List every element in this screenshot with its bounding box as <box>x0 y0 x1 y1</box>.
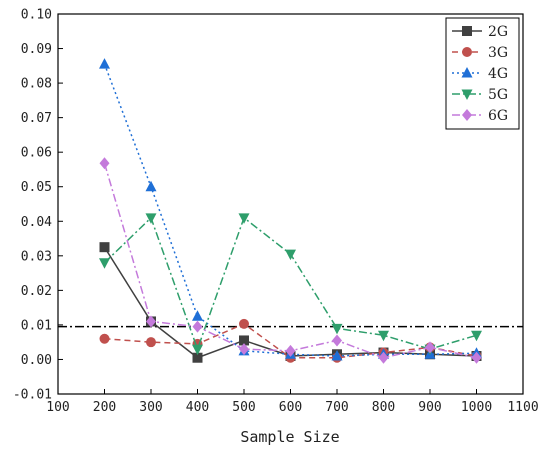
x-tick-label: 600 <box>279 400 302 415</box>
y-tick-label: 0.07 <box>21 111 52 126</box>
legend-label: 2G <box>488 24 508 40</box>
data-point-6G <box>425 341 435 354</box>
x-tick-label: 1000 <box>461 400 492 415</box>
x-tick-label: 500 <box>232 400 255 415</box>
y-tick-label: -0.01 <box>13 388 52 403</box>
data-point-5G <box>238 213 250 224</box>
y-tick-label: 0.06 <box>21 146 52 161</box>
data-point-6G <box>332 334 342 347</box>
data-point-5G <box>145 213 157 224</box>
data-point-3G <box>99 333 110 344</box>
x-tick-label: 300 <box>139 400 162 415</box>
data-point-6G <box>239 343 249 356</box>
legend-label: 4G <box>488 66 508 82</box>
data-point-3G <box>146 337 156 348</box>
y-axis-ticks: -0.01 0.00 0.01 0.02 0.03 0.04 0.05 0.06 0.07 0.0… <box>13 8 63 403</box>
data-point-5G <box>192 344 203 356</box>
data-point-6G <box>99 157 110 170</box>
legend-label: 3G <box>488 45 508 61</box>
x-tick-label: 900 <box>418 400 441 415</box>
data-point-5G <box>331 323 343 335</box>
y-tick-label: 0.10 <box>21 8 52 23</box>
y-tick-label: 0.00 <box>21 353 52 368</box>
data-point-6G <box>146 315 156 328</box>
legend-marker <box>462 26 472 36</box>
x-axis-ticks: 100 200 300 400 500 600 700 800 900 1000 1100 <box>46 389 539 415</box>
data-point-6G <box>285 344 296 357</box>
data-point-4G <box>331 350 343 361</box>
legend-marker <box>461 89 473 100</box>
y-tick-label: 0.08 <box>21 77 52 92</box>
legend-marker <box>462 47 472 57</box>
series-layer <box>99 58 482 364</box>
legend-item-2G: 2G <box>452 24 508 40</box>
x-tick-label: 100 <box>46 400 69 415</box>
data-point-2G <box>192 352 203 363</box>
data-point-3G <box>239 318 249 329</box>
y-tick-label: 0.09 <box>21 42 52 57</box>
data-point-5G <box>378 330 389 342</box>
data-point-5G <box>471 330 482 342</box>
y-tick-label: 0.03 <box>21 249 52 264</box>
legend: 2G 3G 4G 5G 6G <box>445 17 520 130</box>
data-point-6G <box>378 351 389 364</box>
legend-item-5G: 5G <box>452 87 508 103</box>
x-tick-label: 700 <box>325 400 348 415</box>
legend-marker <box>461 67 473 78</box>
data-point-6G <box>192 320 203 333</box>
x-tick-label: 1100 <box>507 400 538 415</box>
data-point-6G <box>471 351 482 364</box>
series-6G <box>99 157 482 364</box>
data-point-4G <box>145 180 157 192</box>
x-tick-label: 400 <box>186 400 209 415</box>
y-tick-label: 0.04 <box>21 215 52 230</box>
y-tick-label: 0.02 <box>21 284 52 299</box>
y-tick-label: 0.01 <box>21 318 52 333</box>
legend-marker <box>462 109 472 121</box>
data-point-5G <box>285 249 296 261</box>
y-tick-label: 0.05 <box>21 180 52 195</box>
legend-label: 5G <box>488 87 508 103</box>
data-point-4G <box>99 58 110 69</box>
legend-item-4G: 4G <box>452 66 508 82</box>
data-point-2G <box>239 335 249 346</box>
x-axis-title: Sample Size <box>240 428 339 446</box>
x-tick-label: 200 <box>93 400 116 415</box>
legend-item-6G: 6G <box>452 108 508 124</box>
data-point-5G <box>99 258 110 269</box>
x-tick-label: 800 <box>372 400 395 415</box>
legend-label: 6G <box>488 108 508 124</box>
data-point-4G <box>192 310 203 321</box>
data-point-2G <box>99 242 110 253</box>
legend-item-3G: 3G <box>452 45 508 61</box>
